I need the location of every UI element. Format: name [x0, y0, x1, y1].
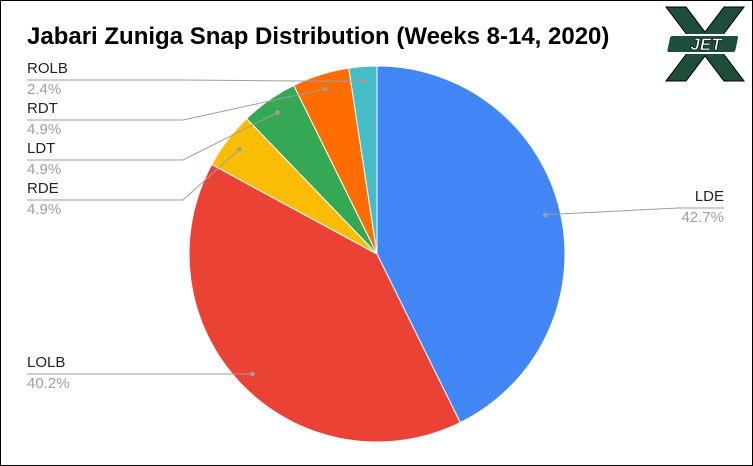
chart-title: Jabari Zuniga Snap Distribution (Weeks 8…	[27, 23, 610, 50]
pie-callouts: LDE 42.7% LOLB 40.2% RDE 4.9% LDT 4.9% RDT 4.9% RO…	[27, 60, 724, 392]
slice-value-rdt: 4.9%	[27, 121, 61, 138]
callout-dot-lde	[543, 212, 548, 217]
callout-dot-rolb	[361, 79, 367, 84]
callout-line-rde	[27, 148, 240, 201]
callout-line-ldt	[27, 112, 278, 161]
callout-line-lde	[545, 207, 724, 216]
callout-dot-rdt	[322, 86, 328, 92]
slice-value-rde: 4.9%	[27, 201, 61, 218]
callout-line-rdt	[27, 88, 326, 121]
pie-slices	[188, 65, 566, 443]
callout-line-rolb	[27, 79, 365, 82]
slice-label-lolb: LOLB	[27, 354, 65, 371]
slice-value-lolb: 40.2%	[27, 375, 70, 392]
slice-value-lde: 42.7%	[681, 209, 724, 226]
svg-text:JET: JET	[690, 35, 723, 54]
pie-slice-rolb	[348, 65, 378, 255]
callout-dot-rde	[237, 147, 242, 152]
callout-dot-ldt	[275, 110, 280, 115]
slice-label-lde: LDE	[695, 188, 724, 205]
slice-label-rolb: ROLB	[27, 60, 68, 77]
slice-label-rdt: RDT	[27, 100, 58, 117]
pie-slice-lde	[376, 65, 566, 424]
slice-label-ldt: LDT	[27, 140, 55, 157]
slice-value-ldt: 4.9%	[27, 161, 61, 178]
slice-value-rolb: 2.4%	[27, 81, 61, 98]
jets-logo: JET	[664, 5, 746, 83]
callout-dot-lolb	[250, 371, 255, 377]
slice-label-rde: RDE	[27, 180, 59, 197]
pie-slice-lolb	[188, 163, 461, 443]
